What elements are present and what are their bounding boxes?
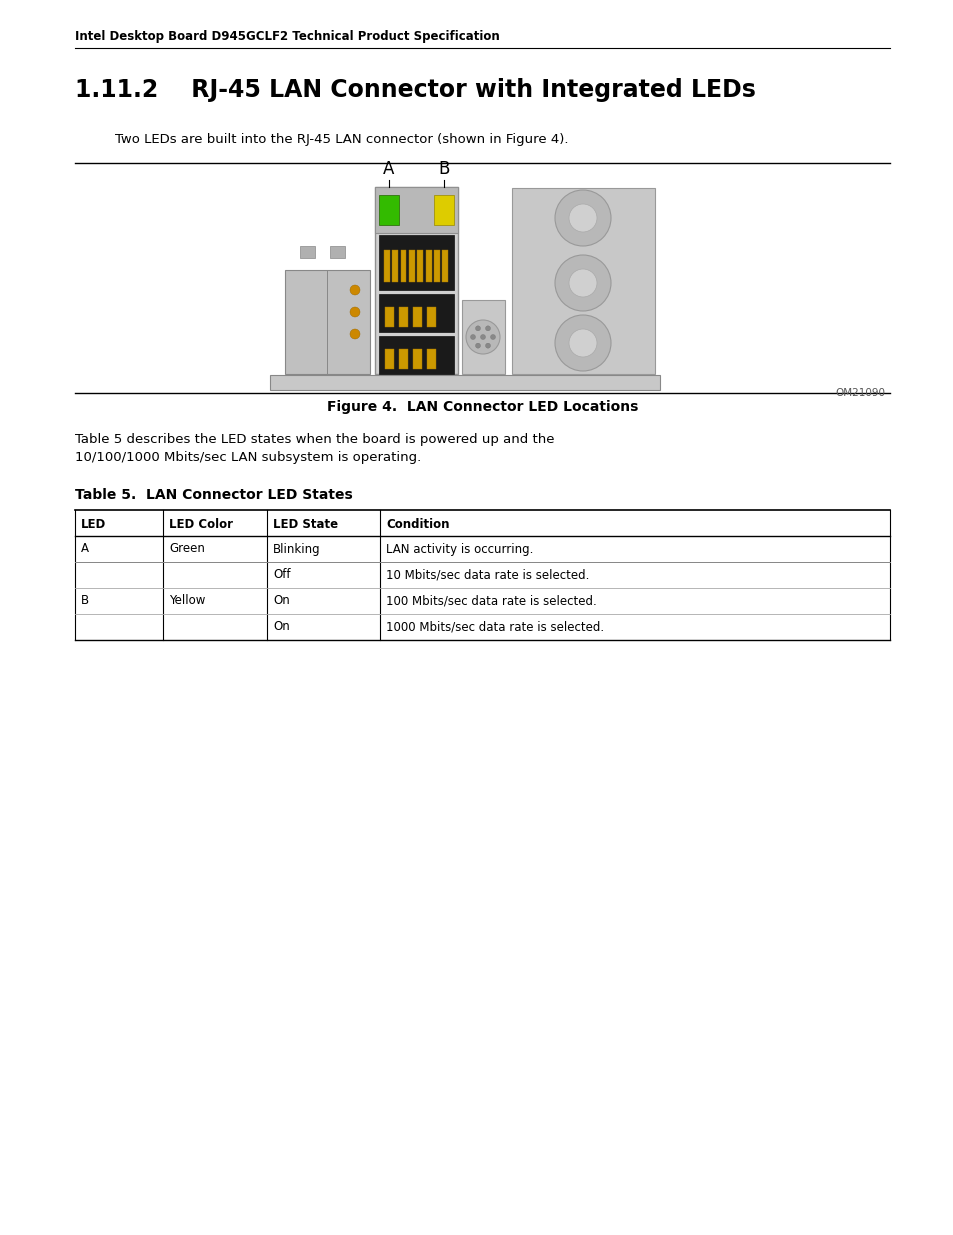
Text: Off: Off bbox=[273, 568, 291, 582]
Bar bbox=[270, 375, 659, 390]
Bar bbox=[375, 186, 457, 374]
Bar bbox=[434, 249, 439, 282]
Text: LED State: LED State bbox=[273, 517, 337, 531]
Bar bbox=[392, 249, 397, 282]
Text: 1000 Mbits/sec data rate is selected.: 1000 Mbits/sec data rate is selected. bbox=[386, 620, 603, 634]
Bar bbox=[461, 300, 504, 374]
Bar bbox=[378, 336, 454, 374]
Text: Table 5 describes the LED states when the board is powered up and the
10/100/100: Table 5 describes the LED states when th… bbox=[75, 433, 554, 464]
Text: Intel Desktop Board D945GCLF2 Technical Product Specification: Intel Desktop Board D945GCLF2 Technical … bbox=[75, 30, 499, 43]
Bar bbox=[285, 270, 370, 374]
Text: A: A bbox=[81, 542, 89, 556]
Text: B: B bbox=[81, 594, 89, 608]
Text: 10 Mbits/sec data rate is selected.: 10 Mbits/sec data rate is selected. bbox=[386, 568, 589, 582]
Bar bbox=[425, 249, 431, 282]
Text: On: On bbox=[273, 594, 290, 608]
Text: 1.11.2    RJ-45 LAN Connector with Integrated LEDs: 1.11.2 RJ-45 LAN Connector with Integrat… bbox=[75, 78, 755, 103]
Bar bbox=[413, 308, 421, 327]
Bar bbox=[398, 308, 408, 327]
Text: Green: Green bbox=[169, 542, 205, 556]
Circle shape bbox=[568, 269, 597, 296]
Circle shape bbox=[350, 329, 359, 338]
Text: A: A bbox=[383, 161, 395, 178]
Text: LED: LED bbox=[81, 517, 106, 531]
Circle shape bbox=[480, 335, 485, 340]
Circle shape bbox=[568, 204, 597, 232]
Circle shape bbox=[470, 335, 475, 340]
Text: On: On bbox=[273, 620, 290, 634]
Bar bbox=[330, 246, 345, 258]
Text: Blinking: Blinking bbox=[273, 542, 320, 556]
Bar bbox=[378, 195, 398, 225]
Bar bbox=[427, 308, 436, 327]
Circle shape bbox=[555, 254, 610, 311]
Text: LAN activity is occurring.: LAN activity is occurring. bbox=[386, 542, 533, 556]
Bar bbox=[434, 195, 454, 225]
Circle shape bbox=[475, 326, 480, 331]
Bar bbox=[400, 249, 406, 282]
Bar bbox=[299, 246, 314, 258]
Text: 100 Mbits/sec data rate is selected.: 100 Mbits/sec data rate is selected. bbox=[386, 594, 597, 608]
Text: Condition: Condition bbox=[386, 517, 449, 531]
Bar bbox=[512, 188, 655, 374]
Bar bbox=[375, 186, 457, 233]
Text: Two LEDs are built into the RJ-45 LAN connector (shown in Figure 4).: Two LEDs are built into the RJ-45 LAN co… bbox=[115, 133, 568, 146]
Circle shape bbox=[555, 190, 610, 246]
Bar bbox=[398, 350, 408, 369]
Text: OM21090: OM21090 bbox=[834, 388, 884, 398]
Bar bbox=[385, 350, 394, 369]
Text: Yellow: Yellow bbox=[169, 594, 205, 608]
Circle shape bbox=[485, 343, 490, 348]
Text: LED Color: LED Color bbox=[169, 517, 233, 531]
Bar bbox=[442, 249, 448, 282]
Text: B: B bbox=[437, 161, 449, 178]
Bar bbox=[378, 294, 454, 332]
Circle shape bbox=[485, 326, 490, 331]
Circle shape bbox=[555, 315, 610, 370]
Bar bbox=[383, 249, 389, 282]
Bar bbox=[413, 350, 421, 369]
Circle shape bbox=[465, 320, 499, 354]
Circle shape bbox=[475, 343, 480, 348]
Bar bbox=[427, 350, 436, 369]
Circle shape bbox=[490, 335, 495, 340]
Bar bbox=[385, 308, 394, 327]
Bar bbox=[378, 235, 454, 290]
Bar bbox=[416, 249, 423, 282]
Text: Table 5.  LAN Connector LED States: Table 5. LAN Connector LED States bbox=[75, 488, 353, 501]
Text: Figure 4.  LAN Connector LED Locations: Figure 4. LAN Connector LED Locations bbox=[327, 400, 638, 414]
Circle shape bbox=[568, 329, 597, 357]
Circle shape bbox=[350, 285, 359, 295]
Circle shape bbox=[350, 308, 359, 317]
Bar bbox=[409, 249, 415, 282]
